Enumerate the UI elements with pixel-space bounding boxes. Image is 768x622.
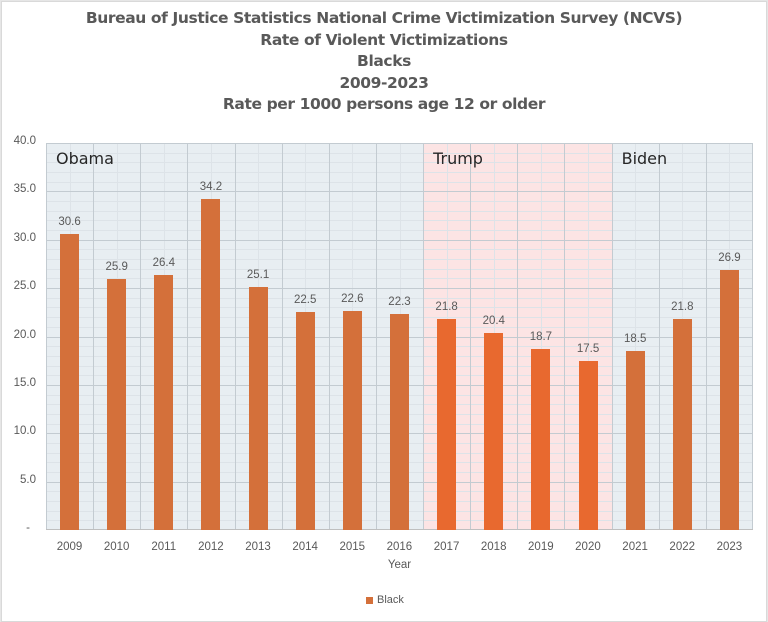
major-gridline-v bbox=[564, 143, 566, 530]
chart-title-line-3: Blacks bbox=[357, 52, 411, 70]
x-tick-label-2012: 2012 bbox=[198, 541, 224, 553]
x-tick-label-2018: 2018 bbox=[480, 541, 507, 553]
data-label-2012: 34.2 bbox=[199, 181, 223, 194]
major-gridline-v bbox=[187, 143, 189, 530]
chart-title-line-5: Rate per 1000 persons age 12 or older bbox=[222, 95, 546, 113]
x-tick-label-2015: 2015 bbox=[339, 541, 366, 553]
x-tick-label-2022: 2022 bbox=[669, 541, 696, 553]
chart-title-line-2: Rate of Violent Victimizations bbox=[260, 30, 508, 49]
major-gridline-v bbox=[658, 143, 660, 530]
data-label-2013: 25.1 bbox=[246, 269, 270, 282]
legend-swatch-black bbox=[366, 596, 373, 604]
bar-2017 bbox=[437, 319, 457, 530]
y-tick-label: - bbox=[26, 522, 30, 534]
bar-2020 bbox=[578, 360, 598, 530]
bar-2021 bbox=[625, 351, 645, 530]
data-label-2010: 25.9 bbox=[105, 261, 128, 274]
data-label-2023: 26.9 bbox=[718, 251, 741, 264]
bar-2009 bbox=[60, 233, 80, 530]
y-tick-label: 20.0 bbox=[13, 328, 36, 341]
data-label-2015: 22.6 bbox=[341, 293, 364, 306]
x-tick-label-2019: 2019 bbox=[528, 541, 554, 553]
y-tick-label: 5.0 bbox=[20, 473, 36, 486]
y-tick-label: 30.0 bbox=[13, 231, 36, 244]
bar-2013 bbox=[248, 287, 268, 530]
major-gridline-v bbox=[234, 143, 236, 530]
y-tick-label: 15.0 bbox=[13, 376, 36, 389]
bar-2016 bbox=[390, 314, 409, 530]
bar-2012 bbox=[201, 199, 221, 530]
data-label-2009: 30.6 bbox=[58, 215, 81, 228]
y-tick-label: 35.0 bbox=[13, 183, 36, 196]
major-gridline-v bbox=[328, 143, 330, 530]
major-gridline-v bbox=[423, 143, 425, 530]
x-tick-label-2023: 2023 bbox=[716, 541, 743, 553]
x-tick-label-2017: 2017 bbox=[433, 541, 460, 553]
bar-2014 bbox=[295, 312, 315, 530]
y-tick-label: 25.0 bbox=[13, 280, 36, 293]
chart-title-block: Bureau of Justice Statistics National Cr… bbox=[0, 8, 768, 116]
data-label-2021: 18.5 bbox=[623, 333, 647, 345]
major-gridline-v bbox=[140, 143, 142, 530]
era-label-obama: Obama bbox=[56, 149, 114, 168]
data-label-2014: 22.5 bbox=[294, 294, 317, 307]
major-gridline-h bbox=[46, 288, 753, 290]
bar-2011 bbox=[154, 274, 174, 530]
bar-2022 bbox=[672, 319, 692, 530]
data-label-2020: 17.5 bbox=[576, 342, 600, 355]
major-gridline-v bbox=[470, 143, 472, 530]
chart-title-line-1: Bureau of Justice Statistics National Cr… bbox=[85, 9, 683, 27]
x-axis-title: Year bbox=[387, 559, 412, 571]
era-label-biden: Biden bbox=[621, 149, 668, 168]
major-gridline-v bbox=[705, 143, 707, 530]
x-tick-label-2009: 2009 bbox=[56, 541, 83, 553]
major-gridline-h bbox=[46, 191, 753, 193]
x-tick-label-2021: 2021 bbox=[622, 541, 648, 553]
y-tick-label: 40.0 bbox=[13, 135, 36, 147]
data-label-2017: 21.8 bbox=[435, 301, 458, 314]
x-tick-label-2014: 2014 bbox=[292, 541, 318, 553]
major-gridline-v bbox=[93, 143, 95, 530]
bar-2015 bbox=[342, 311, 362, 530]
x-tick-label-2016: 2016 bbox=[386, 541, 413, 553]
major-gridline-v bbox=[375, 143, 377, 530]
data-label-2018: 20.4 bbox=[482, 314, 505, 327]
x-tick-label-2010: 2010 bbox=[103, 541, 130, 553]
bar-2018 bbox=[484, 332, 504, 530]
era-label-trump: Trump bbox=[433, 149, 483, 168]
data-label-2022: 21.8 bbox=[671, 301, 694, 314]
bar-2023 bbox=[719, 269, 739, 530]
legend-label-black: Black bbox=[377, 594, 404, 606]
x-tick-label-2020: 2020 bbox=[575, 541, 601, 553]
x-tick-label-2011: 2011 bbox=[151, 541, 177, 553]
y-tick-label: 10.0 bbox=[13, 425, 36, 438]
plot-area: Obama Trump Biden 30.6 25.9 26.4 34.2 25.1 22.5 2… bbox=[46, 143, 753, 530]
bar-2010 bbox=[107, 279, 127, 530]
data-label-2016: 22.3 bbox=[388, 296, 411, 309]
data-label-2011: 26.4 bbox=[152, 256, 176, 269]
bar-2019 bbox=[531, 349, 551, 530]
major-gridline-v bbox=[517, 143, 519, 530]
major-gridline-h bbox=[46, 239, 753, 241]
major-gridline-v bbox=[281, 143, 283, 530]
major-gridline-v bbox=[611, 143, 613, 530]
chart-title-line-4: 2009-2023 bbox=[339, 73, 429, 92]
x-tick-label-2013: 2013 bbox=[245, 541, 271, 553]
legend: Black bbox=[366, 594, 404, 606]
data-label-2019: 18.7 bbox=[529, 331, 553, 344]
